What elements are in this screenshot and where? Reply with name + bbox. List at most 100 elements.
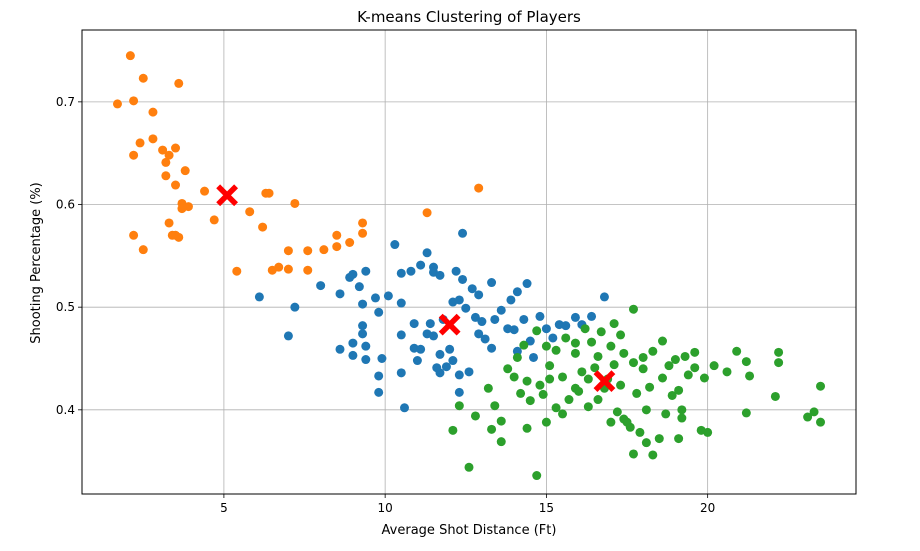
- scatter-point-cluster-2: [541, 341, 551, 351]
- scatter-point-cluster-2: [574, 386, 584, 396]
- scatter-point-cluster-2: [816, 381, 826, 391]
- scatter-point-cluster-2: [803, 412, 813, 422]
- scatter-point-cluster-2: [619, 348, 629, 358]
- scatter-point-cluster-2: [464, 462, 474, 472]
- x-tick-label: 10: [378, 501, 393, 515]
- scatter-point-cluster-1: [400, 403, 409, 413]
- scatter-point-cluster-2: [648, 346, 658, 356]
- scatter-point-cluster-2: [512, 352, 522, 362]
- scatter-point-cluster-0: [258, 222, 268, 232]
- scatter-point-cluster-0: [161, 171, 171, 181]
- scatter-point-cluster-1: [374, 387, 384, 397]
- scatter-point-cluster-1: [361, 341, 371, 351]
- scatter-point-cluster-1: [451, 266, 461, 276]
- scatter-point-cluster-0: [232, 266, 242, 276]
- scatter-point-cluster-1: [474, 329, 484, 339]
- scatter-point-cluster-1: [529, 352, 538, 362]
- x-tick-label: 15: [539, 501, 554, 515]
- scatter-point-cluster-2: [596, 327, 606, 337]
- scatter-point-cluster-1: [454, 295, 464, 305]
- scatter-point-cluster-1: [525, 336, 535, 346]
- scatter-point-cluster-0: [129, 150, 139, 160]
- scatter-point-cluster-1: [348, 350, 358, 360]
- scatter-point-cluster-1: [348, 338, 358, 348]
- scatter-point-cluster-2: [532, 471, 542, 481]
- scatter-point-cluster-2: [645, 382, 655, 392]
- scatter-point-cluster-2: [522, 376, 532, 386]
- y-tick-label: 0.5: [56, 300, 75, 314]
- scatter-point-cluster-2: [677, 405, 687, 415]
- scatter-point-cluster-0: [274, 262, 284, 272]
- scatter-point-cluster-2: [606, 341, 616, 351]
- centroid-marker: [438, 313, 461, 336]
- scatter-point-cluster-1: [383, 291, 393, 301]
- scatter-point-cluster-1: [358, 321, 368, 331]
- scatter-point-cluster-1: [561, 321, 571, 331]
- y-tick-label: 0.6: [56, 198, 75, 212]
- scatter-point-cluster-2: [509, 372, 519, 382]
- scatter-point-cluster-2: [622, 417, 632, 427]
- scatter-point-cluster-0: [264, 188, 274, 198]
- scatter-point-cluster-2: [580, 324, 590, 334]
- scatter-point-cluster-2: [641, 438, 651, 448]
- scatter-point-cluster-1: [254, 292, 264, 302]
- scatter-point-cluster-0: [332, 242, 342, 252]
- scatter-point-cluster-1: [374, 371, 384, 381]
- scatter-point-cluster-2: [658, 373, 667, 383]
- scatter-point-cluster-2: [690, 363, 700, 373]
- scatter-point-cluster-2: [628, 358, 638, 368]
- scatter-point-cluster-1: [435, 270, 445, 280]
- scatter-point-cluster-1: [458, 274, 468, 284]
- scatter-point-cluster-1: [377, 353, 387, 363]
- scatter-point-cluster-2: [577, 367, 587, 377]
- scatter-point-cluster-0: [171, 180, 181, 190]
- scatter-point-cluster-0: [245, 207, 255, 217]
- scatter-point-cluster-2: [612, 407, 622, 417]
- scatter-point-cluster-2: [816, 417, 826, 427]
- scatter-point-cluster-2: [483, 383, 493, 393]
- scatter-point-cluster-1: [548, 333, 558, 343]
- scatter-point-cluster-1: [464, 367, 474, 377]
- scatter-point-cluster-1: [441, 362, 451, 372]
- scatter-point-cluster-2: [551, 403, 561, 413]
- scatter-point-cluster-0: [180, 166, 190, 176]
- scatter-point-cluster-1: [480, 334, 490, 344]
- scatter-point-cluster-0: [174, 232, 184, 242]
- scatter-point-cluster-2: [496, 416, 506, 426]
- scatter-point-cluster-2: [664, 361, 674, 371]
- scatter-point-cluster-1: [461, 303, 471, 313]
- scatter-point-cluster-1: [454, 387, 464, 397]
- scatter-point-cluster-1: [512, 287, 522, 297]
- scatter-point-cluster-2: [699, 373, 709, 383]
- scatter-point-cluster-2: [593, 351, 603, 361]
- scatter-point-cluster-0: [422, 208, 432, 218]
- scatter-point-cluster-0: [161, 157, 171, 167]
- scatter-point-cluster-2: [606, 417, 616, 427]
- scatter-point-cluster-2: [677, 413, 687, 423]
- scatter-point-cluster-2: [593, 395, 603, 405]
- scatter-point-cluster-1: [361, 355, 371, 365]
- scatter-point-cluster-2: [741, 408, 751, 418]
- scatter-point-cluster-2: [635, 427, 645, 437]
- scatter-point-cluster-1: [335, 289, 345, 299]
- scatter-point-cluster-1: [470, 312, 480, 322]
- scatter-point-cluster-1: [416, 260, 426, 270]
- scatter-point-cluster-2: [551, 345, 561, 355]
- scatter-point-cluster-2: [632, 388, 642, 398]
- scatter-point-cluster-0: [164, 150, 174, 160]
- scatter-point-cluster-2: [774, 347, 784, 357]
- scatter-point-cluster-2: [658, 336, 667, 346]
- scatter-point-cluster-2: [496, 437, 506, 447]
- scatter-point-cluster-0: [283, 264, 293, 274]
- scatter-point-cluster-2: [628, 304, 638, 314]
- scatter-point-cluster-1: [425, 319, 435, 329]
- scatter-point-cluster-1: [487, 343, 497, 353]
- scatter-point-cluster-1: [406, 266, 416, 276]
- scatter-point-cluster-2: [745, 371, 755, 381]
- grid-lines: [82, 30, 856, 494]
- scatter-point-cluster-1: [490, 314, 500, 324]
- scatter-point-cluster-2: [616, 380, 626, 390]
- scatter-point-cluster-0: [138, 73, 148, 83]
- scatter-point-cluster-0: [303, 265, 313, 275]
- scatter-point-cluster-0: [138, 245, 148, 255]
